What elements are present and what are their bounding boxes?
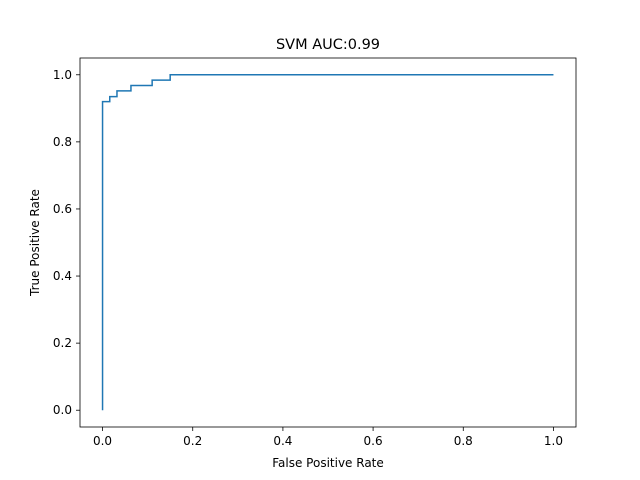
ticks-layer: 0.0 0.2 0.4 0.6 0.8 1.0 0.0 0.2 0.4 0.6 0.8 1.0 xyxy=(53,68,563,448)
roc-curve-line xyxy=(101,74,554,411)
y-tick-label: 0.6 xyxy=(53,202,72,216)
chart-title: SVM AUC:0.99 xyxy=(276,37,380,53)
y-tick-label: 0.8 xyxy=(53,135,72,149)
x-tick-label: 0.0 xyxy=(93,434,112,448)
y-tick-label: 0.2 xyxy=(53,336,72,350)
plot-frame xyxy=(79,57,577,428)
x-tick-label: 1.0 xyxy=(544,434,563,448)
series-layer xyxy=(101,74,554,411)
x-tick-label: 0.2 xyxy=(183,434,202,448)
x-axis-label: False Positive Rate xyxy=(272,456,384,470)
x-tick-label: 0.8 xyxy=(454,434,473,448)
x-tick-label: 0.6 xyxy=(364,434,383,448)
y-axis-label: True Positive Rate xyxy=(28,189,42,297)
x-tick-label: 0.4 xyxy=(273,434,292,448)
y-tick-label: 0.0 xyxy=(53,403,72,417)
y-tick-label: 0.4 xyxy=(53,269,72,283)
y-tick-label: 1.0 xyxy=(53,68,72,82)
